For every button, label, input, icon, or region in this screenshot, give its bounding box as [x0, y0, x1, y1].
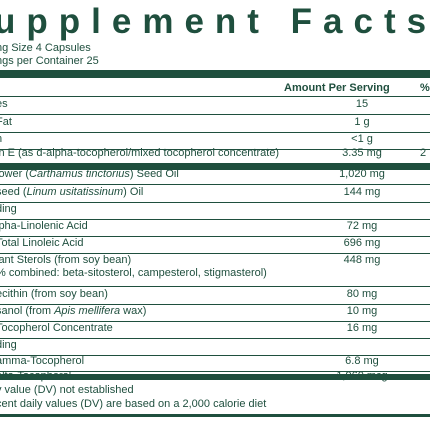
- serving-size: ng Size 4 Capsules: [0, 42, 91, 54]
- servings-per-container: ngs per Container 25: [0, 55, 99, 67]
- divider: [0, 338, 430, 339]
- nutrient-amount: 1,020 mg: [339, 168, 385, 180]
- nutrient-name: lant Sterols (from soy bean)% combined: …: [0, 254, 267, 279]
- nutrient-name: amma-Tocopherol: [0, 355, 85, 367]
- dv-header: %: [420, 82, 430, 94]
- nutrient-name: Total Linoleic Acid: [0, 237, 84, 249]
- nutrient-name: Tocopherol Concentrate: [0, 322, 113, 334]
- nutrient-amount: 1 g: [354, 116, 370, 128]
- nutrient-name: lower (Carthamus tinctorius) Seed Oil: [0, 168, 179, 180]
- divider: [0, 219, 430, 220]
- nutrient-name: n: [0, 133, 2, 146]
- nutrient-name: in E (as d-alpha-tocopherol/mixed tocoph…: [0, 147, 280, 159]
- nutrient-amount: 448 mg: [343, 254, 381, 266]
- nutrient-name: ding: [0, 203, 17, 215]
- nutrient-name: seed (Linum usitatissinum) Oil: [0, 186, 144, 198]
- nutrient-amount: 80 mg: [346, 288, 378, 300]
- divider: [0, 355, 430, 356]
- nutrient-name: Fat: [0, 116, 12, 128]
- amount-header: Amount Per Serving: [284, 82, 390, 94]
- nutrient-amount: 144 mg: [343, 186, 381, 198]
- nutrient-name: lpha-Linolenic Acid: [0, 220, 88, 232]
- footnote-calorie-diet: cent daily values (DV) are based on a 2,…: [0, 398, 267, 410]
- nutrient-name: ecithin (from soy bean): [0, 288, 108, 300]
- nutrient-name: sanol (from Apis mellifera wax): [0, 305, 147, 317]
- divider: [0, 202, 430, 203]
- divider: [0, 253, 430, 254]
- divider: [0, 184, 430, 185]
- nutrient-amount: 696 mg: [343, 237, 381, 249]
- nutrient-amount: 10 mg: [346, 305, 378, 317]
- nutrient-amount: <1 g: [351, 133, 373, 145]
- divider: [0, 114, 430, 115]
- divider: [0, 321, 430, 322]
- divider: [0, 132, 430, 133]
- label-title: upplement Facts: [0, 2, 430, 41]
- bottom-rule: [0, 414, 430, 417]
- nutrient-amount: 15: [355, 98, 369, 110]
- thick-rule-bottom: [0, 374, 430, 380]
- divider: [0, 149, 430, 150]
- nutrient-dv: 2: [420, 147, 427, 159]
- nutrient-amount: 16 mg: [346, 322, 378, 334]
- divider: [0, 304, 430, 305]
- thick-rule-top: [0, 70, 430, 78]
- divider: [0, 96, 430, 97]
- footnote-dv-not-established: y value (DV) not established: [0, 384, 134, 396]
- nutrient-amount: 72 mg: [346, 220, 378, 232]
- divider: [0, 371, 430, 372]
- nutrient-amount: 6.8 mg: [345, 355, 379, 367]
- divider: [0, 286, 430, 287]
- nutrient-amount: 3.35 mg: [342, 147, 382, 159]
- divider: [0, 236, 430, 237]
- nutrient-name: ding: [0, 339, 17, 351]
- thick-rule: [0, 163, 430, 170]
- nutrient-name: es: [0, 98, 8, 110]
